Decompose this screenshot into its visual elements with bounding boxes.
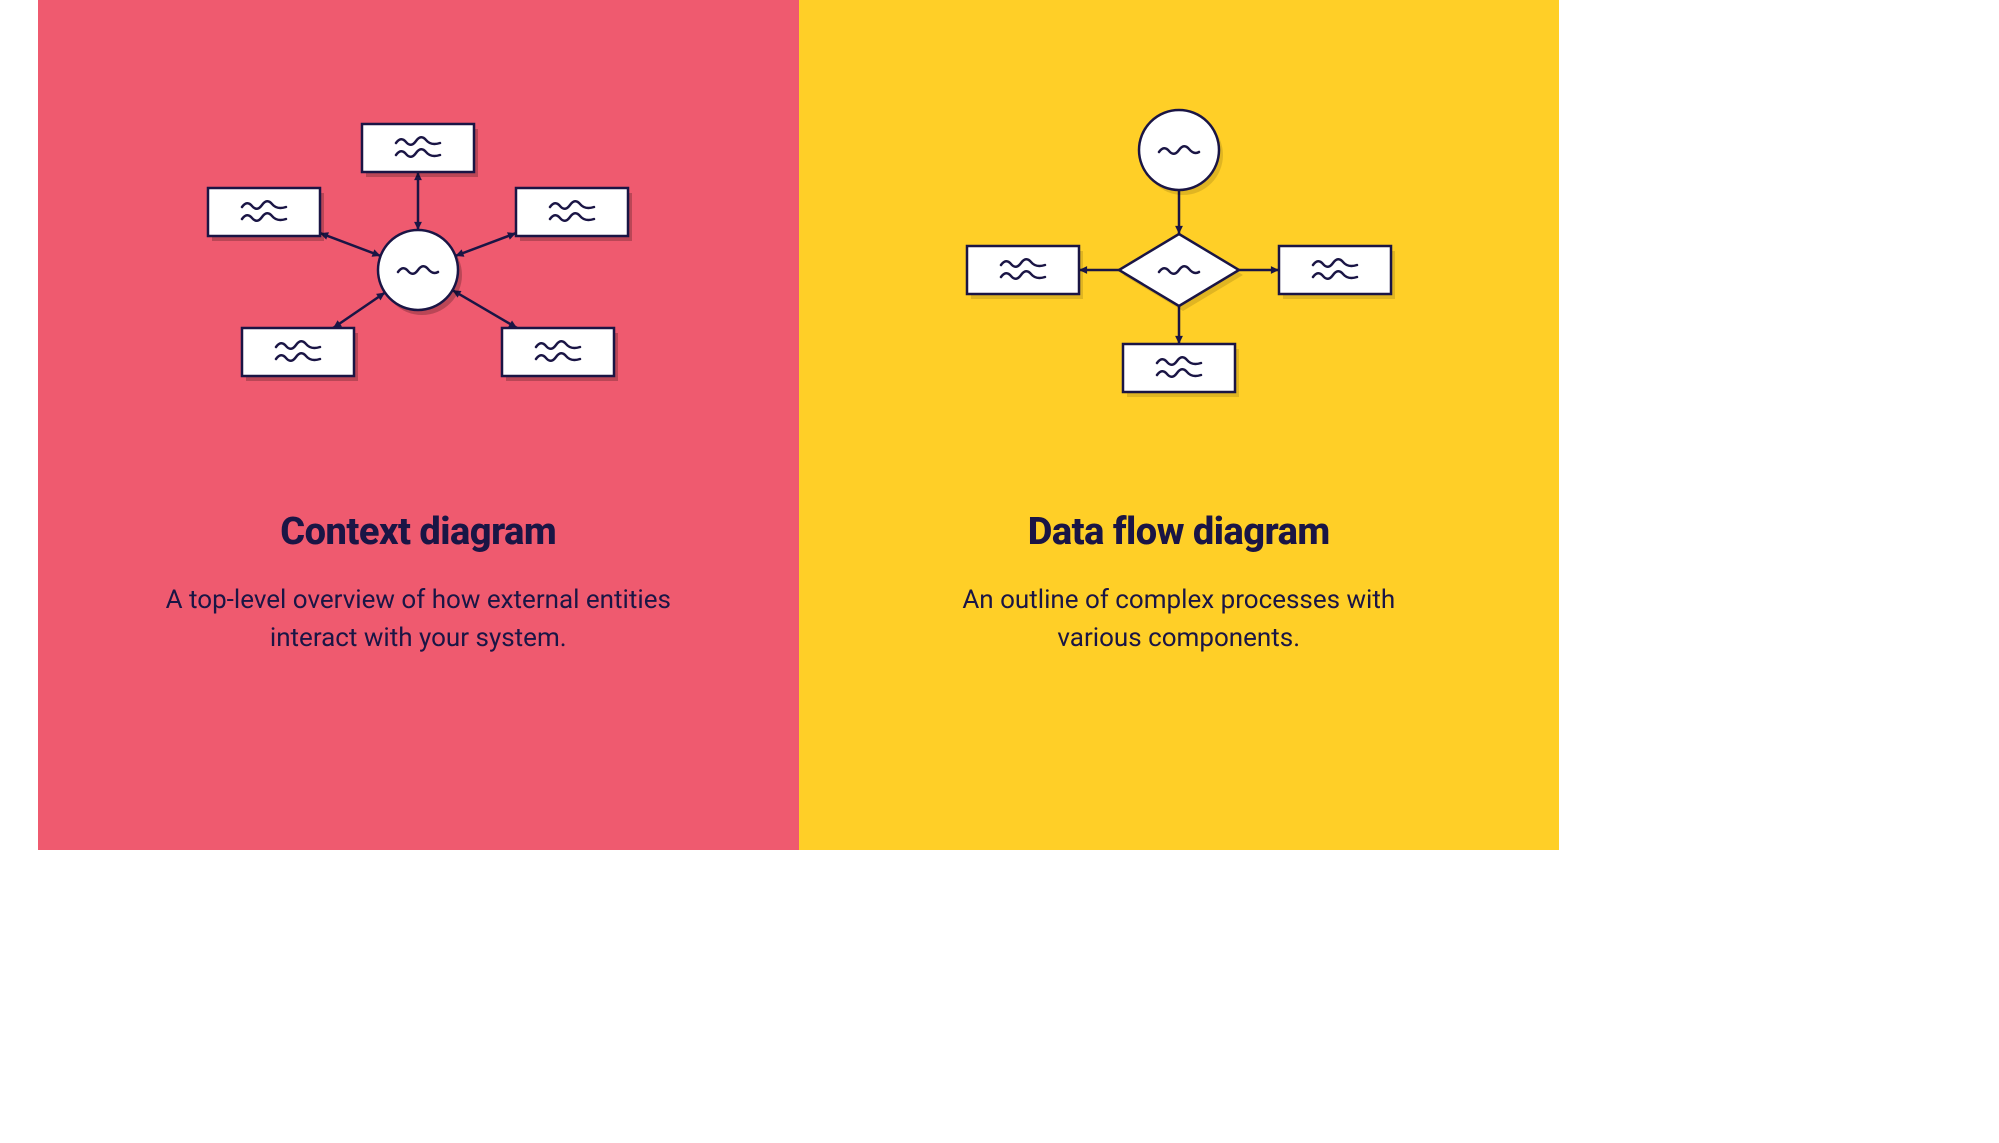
dataflow-text-block: Data flow diagram An outline of complex … (899, 510, 1459, 657)
stage: Context diagram A top-level overview of … (0, 0, 1999, 1143)
context-title: Context diagram (158, 510, 678, 554)
dataflow-diagram-svg (939, 100, 1419, 420)
context-diagram-svg (178, 100, 658, 420)
dataflow-description: An outline of complex processes with var… (919, 582, 1439, 657)
context-text-block: Context diagram A top-level overview of … (138, 510, 698, 657)
context-diagram-wrap (38, 100, 799, 420)
panels-container: Context diagram A top-level overview of … (38, 0, 1559, 850)
dataflow-diagram-wrap (799, 100, 1560, 420)
dataflow-title: Data flow diagram (919, 510, 1439, 554)
context-description: A top-level overview of how external ent… (158, 582, 678, 657)
panel-dataflow-diagram: Data flow diagram An outline of complex … (799, 0, 1560, 850)
panel-context-diagram: Context diagram A top-level overview of … (38, 0, 799, 850)
